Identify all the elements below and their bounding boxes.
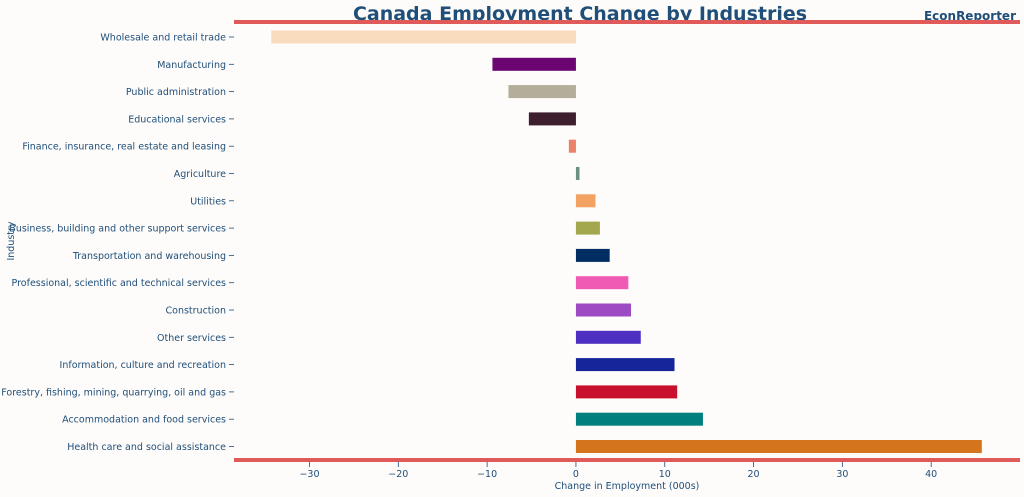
y-tick-label: Agriculture	[174, 169, 226, 180]
bar	[575, 248, 610, 262]
y-tick-label: Forestry, fishing, mining, quarrying, oi…	[1, 387, 226, 398]
y-tick-label: Construction	[166, 306, 227, 317]
bar	[575, 358, 675, 372]
x-tick-label: 20	[748, 469, 760, 480]
y-tick-label: Information, culture and recreation	[60, 360, 226, 371]
y-tick-label: Educational services	[128, 114, 226, 125]
bar	[575, 385, 678, 399]
bar	[575, 276, 629, 290]
bar	[271, 30, 576, 44]
y-tick-label: Wholesale and retail trade	[100, 33, 226, 44]
x-tick-label: −20	[388, 469, 408, 480]
y-tick-label: Other services	[157, 333, 226, 344]
y-tick-label: Health care and social assistance	[67, 442, 226, 453]
bar	[575, 303, 631, 317]
brand-label: EconReporter	[923, 9, 1016, 23]
y-tick-label: Transportation and warehousing	[72, 251, 226, 262]
bar	[508, 85, 576, 99]
bar	[575, 221, 600, 235]
bar	[528, 112, 576, 126]
x-tick-label: −30	[299, 469, 319, 480]
x-tick-label: 40	[925, 469, 937, 480]
y-tick-label: Public administration	[126, 87, 226, 98]
bar	[575, 194, 596, 208]
y-tick-label: Professional, scientific and technical s…	[12, 278, 227, 289]
y-tick-label: Manufacturing	[157, 60, 226, 71]
x-tick-label: 0	[573, 469, 579, 480]
x-tick-label: −10	[477, 469, 497, 480]
y-tick-label: Accommodation and food services	[62, 415, 226, 426]
y-tick-label: Utilities	[190, 196, 226, 207]
y-axis-label: Industry	[6, 221, 17, 260]
y-tick-label: Finance, insurance, real estate and leas…	[22, 142, 226, 153]
bar	[492, 57, 576, 71]
x-tick-label: 30	[836, 469, 848, 480]
bar	[575, 167, 580, 180]
bar	[575, 412, 703, 426]
x-axis-label: Change in Employment (000s)	[555, 481, 700, 492]
chart-title: Canada Employment Change by Industries	[352, 3, 808, 25]
bar	[575, 440, 982, 453]
bar	[568, 139, 576, 153]
x-tick-label: 10	[659, 469, 671, 480]
y-tick-label: Business, building and other support ser…	[9, 224, 226, 235]
bar	[575, 330, 641, 344]
